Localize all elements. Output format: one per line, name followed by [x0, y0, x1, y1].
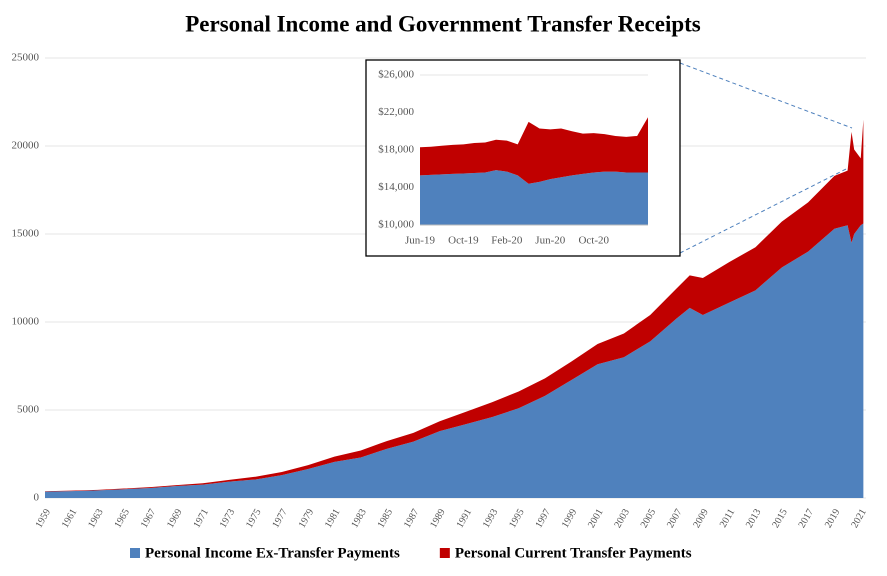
x-tick-label: 2003: [612, 507, 632, 530]
x-tick-label: 2013: [744, 507, 764, 530]
x-tick-label: 1973: [218, 507, 238, 530]
x-tick-label: 1991: [455, 507, 475, 530]
x-tick-label: 1999: [560, 507, 580, 530]
y-tick-label: $18,000: [378, 144, 414, 156]
y-tick-label: 25000: [12, 52, 40, 64]
x-tick-label: 1967: [139, 507, 159, 530]
y-tick-label: $10,000: [378, 219, 414, 231]
area: [420, 117, 648, 184]
x-tick-label: Feb-20: [491, 235, 523, 247]
y-tick-label: 0: [34, 492, 40, 504]
x-tick-label: 1969: [165, 507, 185, 530]
x-tick-label: 1963: [86, 507, 106, 530]
x-tick-label: Oct-20: [578, 235, 609, 247]
x-tick-label: 1995: [507, 507, 527, 530]
y-tick-label: 15000: [12, 228, 40, 240]
y-tick-label: 10000: [12, 316, 40, 328]
x-tick-label: 1971: [191, 507, 211, 530]
x-tick-label: 1977: [270, 507, 290, 530]
x-tick-label: 2007: [665, 507, 685, 530]
y-tick-label: 5000: [17, 404, 40, 416]
area: [45, 223, 864, 498]
x-tick-label: 1983: [349, 507, 369, 530]
x-tick-label: 1985: [376, 507, 396, 530]
legend-swatch: [439, 548, 450, 558]
x-tick-label: 1965: [112, 507, 132, 530]
x-tick-label: 2021: [849, 507, 869, 530]
area: [45, 119, 864, 492]
legend-swatch: [130, 548, 140, 558]
x-tick-label: 1975: [244, 507, 264, 530]
x-tick-label: 2001: [586, 507, 606, 530]
y-tick-label: $22,000: [378, 106, 414, 118]
x-tick-label: 1981: [323, 507, 343, 530]
x-tick-label: 2005: [639, 507, 659, 530]
legend-label: Personal Current Transfer Payments: [455, 545, 692, 561]
x-tick-label: 2015: [770, 507, 790, 530]
x-tick-label: 2017: [797, 507, 817, 530]
legend-label: Personal Income Ex-Transfer Payments: [145, 545, 400, 561]
x-tick-label: 2009: [691, 507, 711, 530]
x-tick-label: 1979: [297, 507, 317, 530]
x-tick-label: 1989: [428, 507, 448, 530]
x-tick-label: Oct-19: [448, 235, 479, 247]
area: [420, 170, 648, 225]
y-tick-label: $26,000: [378, 69, 414, 81]
x-tick-label: 1959: [34, 507, 54, 530]
y-tick-label: $14,000: [378, 181, 414, 193]
zoom-line: [679, 62, 853, 129]
y-tick-label: 20000: [12, 140, 40, 152]
x-tick-label: Jun-20: [535, 235, 565, 247]
x-tick-label: 2019: [823, 507, 843, 530]
x-tick-label: 1987: [402, 507, 422, 530]
x-tick-label: 1997: [533, 507, 553, 530]
x-tick-label: 1961: [60, 507, 80, 530]
x-tick-label: Jun-19: [405, 235, 435, 247]
x-tick-label: 1993: [481, 507, 501, 530]
chart-title: Personal Income and Government Transfer …: [185, 11, 701, 36]
x-tick-label: 2011: [718, 507, 737, 530]
